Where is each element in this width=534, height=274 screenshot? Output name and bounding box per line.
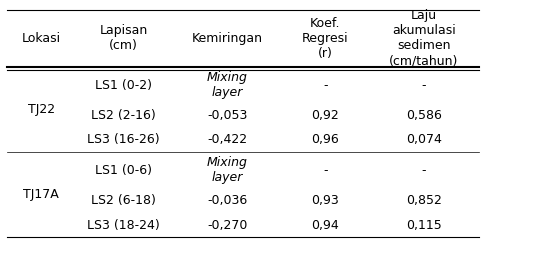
Text: Koef.
Regresi
(r): Koef. Regresi (r)	[302, 17, 349, 60]
Text: TJ17A: TJ17A	[23, 188, 59, 201]
Text: Mixing
layer: Mixing layer	[207, 156, 248, 184]
Text: LS3 (16-26): LS3 (16-26)	[87, 133, 160, 147]
Text: -0,036: -0,036	[207, 194, 247, 207]
Text: 0,92: 0,92	[311, 109, 339, 122]
Text: 0,94: 0,94	[311, 219, 339, 232]
Text: 0,586: 0,586	[406, 109, 442, 122]
Text: -0,053: -0,053	[207, 109, 247, 122]
Text: -: -	[323, 164, 328, 177]
Text: 0,96: 0,96	[311, 133, 339, 147]
Text: Mixing
layer: Mixing layer	[207, 71, 248, 99]
Text: -0,422: -0,422	[207, 133, 247, 147]
Text: TJ22: TJ22	[28, 103, 55, 116]
Text: Lokasi: Lokasi	[22, 32, 61, 45]
Text: -: -	[421, 164, 426, 177]
Text: LS2 (6-18): LS2 (6-18)	[91, 194, 156, 207]
Text: LS1 (0-2): LS1 (0-2)	[95, 79, 152, 92]
Text: LS1 (0-6): LS1 (0-6)	[95, 164, 152, 177]
Text: LS3 (18-24): LS3 (18-24)	[87, 219, 160, 232]
Text: -0,270: -0,270	[207, 219, 247, 232]
Text: 0,115: 0,115	[406, 219, 442, 232]
Text: LS2 (2-16): LS2 (2-16)	[91, 109, 156, 122]
Text: -: -	[323, 79, 328, 92]
Text: 0,93: 0,93	[311, 194, 339, 207]
Text: 0,852: 0,852	[406, 194, 442, 207]
Text: 0,074: 0,074	[406, 133, 442, 147]
Text: Laju
akumulasi
sedimen
(cm/tahun): Laju akumulasi sedimen (cm/tahun)	[389, 9, 458, 67]
Text: -: -	[421, 79, 426, 92]
Text: Lapisan
(cm): Lapisan (cm)	[99, 24, 148, 52]
Text: Kemiringan: Kemiringan	[192, 32, 263, 45]
